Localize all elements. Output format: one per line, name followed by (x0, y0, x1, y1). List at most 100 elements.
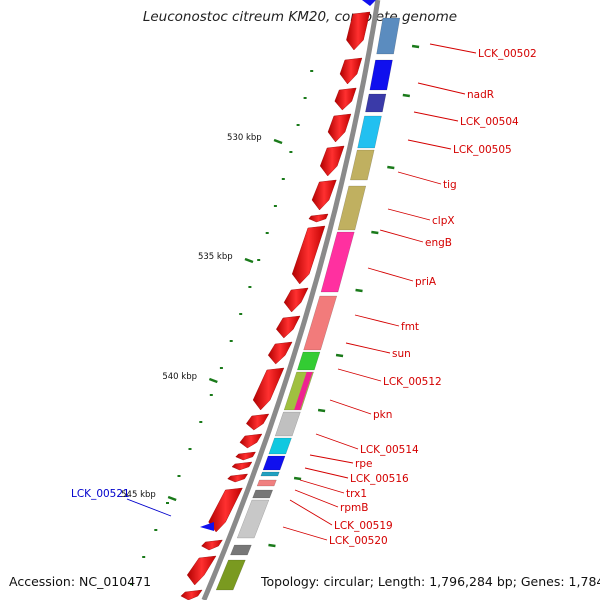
cds-arrow (319, 145, 345, 177)
kbp-label: 535 kbp (198, 252, 233, 262)
kbp-label: 545 kbp (121, 490, 156, 500)
gene-label[interactable]: clpX (432, 215, 455, 227)
gene-label[interactable]: priA (415, 276, 437, 288)
cds-arrows (180, 11, 371, 600)
backbone-tick (355, 288, 363, 293)
gene-label[interactable]: LCK_00514 (360, 444, 419, 456)
cog-bar (337, 185, 367, 231)
tick-dot (296, 124, 300, 126)
label-connector (282, 526, 328, 541)
tick-dot (154, 529, 158, 531)
cog-bar (357, 115, 382, 149)
gene-label[interactable]: LCK_00512 (383, 376, 442, 388)
tick-dot (142, 556, 146, 558)
strand-marker (362, 0, 376, 6)
tick-dot (248, 286, 252, 288)
label-connector (126, 498, 172, 517)
backbone-ticks (268, 44, 420, 548)
gene-label[interactable]: rpe (355, 458, 372, 470)
cog-bar (215, 559, 246, 591)
tick-dot (177, 475, 181, 477)
cds-arrow (291, 225, 326, 285)
cds-arrow (327, 113, 352, 143)
tick-dot (219, 367, 223, 369)
label-connector (299, 479, 345, 494)
cog-bars (200, 0, 401, 591)
cds-arrow (201, 539, 223, 551)
backbone-tick (317, 408, 326, 413)
cds-arrow (308, 213, 329, 223)
label-connector (407, 139, 452, 150)
tick-dot (310, 70, 314, 72)
backbone-tick (335, 353, 344, 358)
cog-bar (365, 93, 387, 113)
backbone-tick (268, 543, 276, 548)
label-connector (329, 399, 372, 415)
gene-label[interactable]: rpmB (340, 502, 368, 514)
gene-label[interactable]: LCK_00521 (71, 488, 130, 500)
label-connector (354, 314, 400, 327)
gene-label[interactable]: sun (392, 348, 411, 360)
cog-bar (268, 437, 292, 455)
label-connectors (126, 43, 477, 541)
kbp-tick (208, 377, 218, 384)
label-connector (315, 433, 359, 450)
label-connector (337, 368, 382, 382)
cds-arrow (346, 11, 371, 51)
label-connector (309, 454, 354, 464)
tick-dot (188, 448, 192, 450)
genome-backbone (201, 0, 381, 600)
gene-label[interactable]: pkn (373, 409, 392, 421)
label-connector (397, 171, 442, 185)
gene-label[interactable]: tig (443, 179, 457, 191)
kbp-tick (167, 495, 177, 502)
cog-bar (294, 372, 313, 410)
gene-label[interactable]: LCK_00519 (334, 520, 393, 532)
label-connector (289, 499, 333, 526)
cog-bar (256, 479, 277, 487)
tick-dot (239, 313, 243, 315)
tick-dot (289, 151, 293, 153)
tick-dot (229, 340, 233, 342)
outer-tick-dots (129, 70, 314, 585)
cog-bar (349, 149, 375, 181)
cog-bar (230, 544, 252, 556)
gene-label[interactable]: trx1 (346, 488, 367, 500)
gene-label[interactable]: LCK_00502 (478, 48, 537, 60)
cds-arrow (339, 57, 363, 85)
gene-label[interactable]: LCK_00505 (453, 144, 512, 156)
cog-bar (236, 499, 270, 539)
tick-dot (273, 205, 277, 207)
cog-bar (320, 231, 355, 293)
gene-label[interactable]: LCK_00504 (460, 116, 519, 128)
label-connector (294, 489, 339, 508)
backbone-tick (387, 165, 395, 170)
gene-label[interactable]: nadR (467, 89, 494, 101)
gene-label[interactable]: LCK_00520 (329, 535, 388, 547)
cds-arrow (246, 413, 270, 431)
cds-arrow (276, 315, 301, 339)
cds-arrow (235, 451, 256, 461)
label-connector (304, 467, 349, 479)
kbp-label: 540 kbp (162, 372, 197, 382)
gene-label[interactable]: engB (425, 237, 452, 249)
accession-text: Accession: NC_010471 (9, 574, 152, 589)
cds-arrow (283, 287, 309, 313)
tick-dot (257, 259, 261, 261)
cog-bar (262, 455, 286, 471)
gene-label[interactable]: fmt (401, 321, 419, 333)
gene-label[interactable]: LCK_00516 (350, 473, 409, 485)
label-connector (345, 342, 391, 354)
cds-arrow (239, 433, 263, 449)
backbone-tick (371, 230, 379, 235)
map-title: Leuconostoc citreum KM20, complete genom… (142, 9, 458, 25)
cds-arrow (311, 179, 337, 211)
cds-arrow (267, 341, 293, 365)
label-connector (387, 208, 431, 221)
cog-bar (252, 489, 274, 499)
tick-dot (199, 421, 203, 423)
label-connector (429, 43, 477, 54)
cds-arrow (252, 367, 285, 411)
